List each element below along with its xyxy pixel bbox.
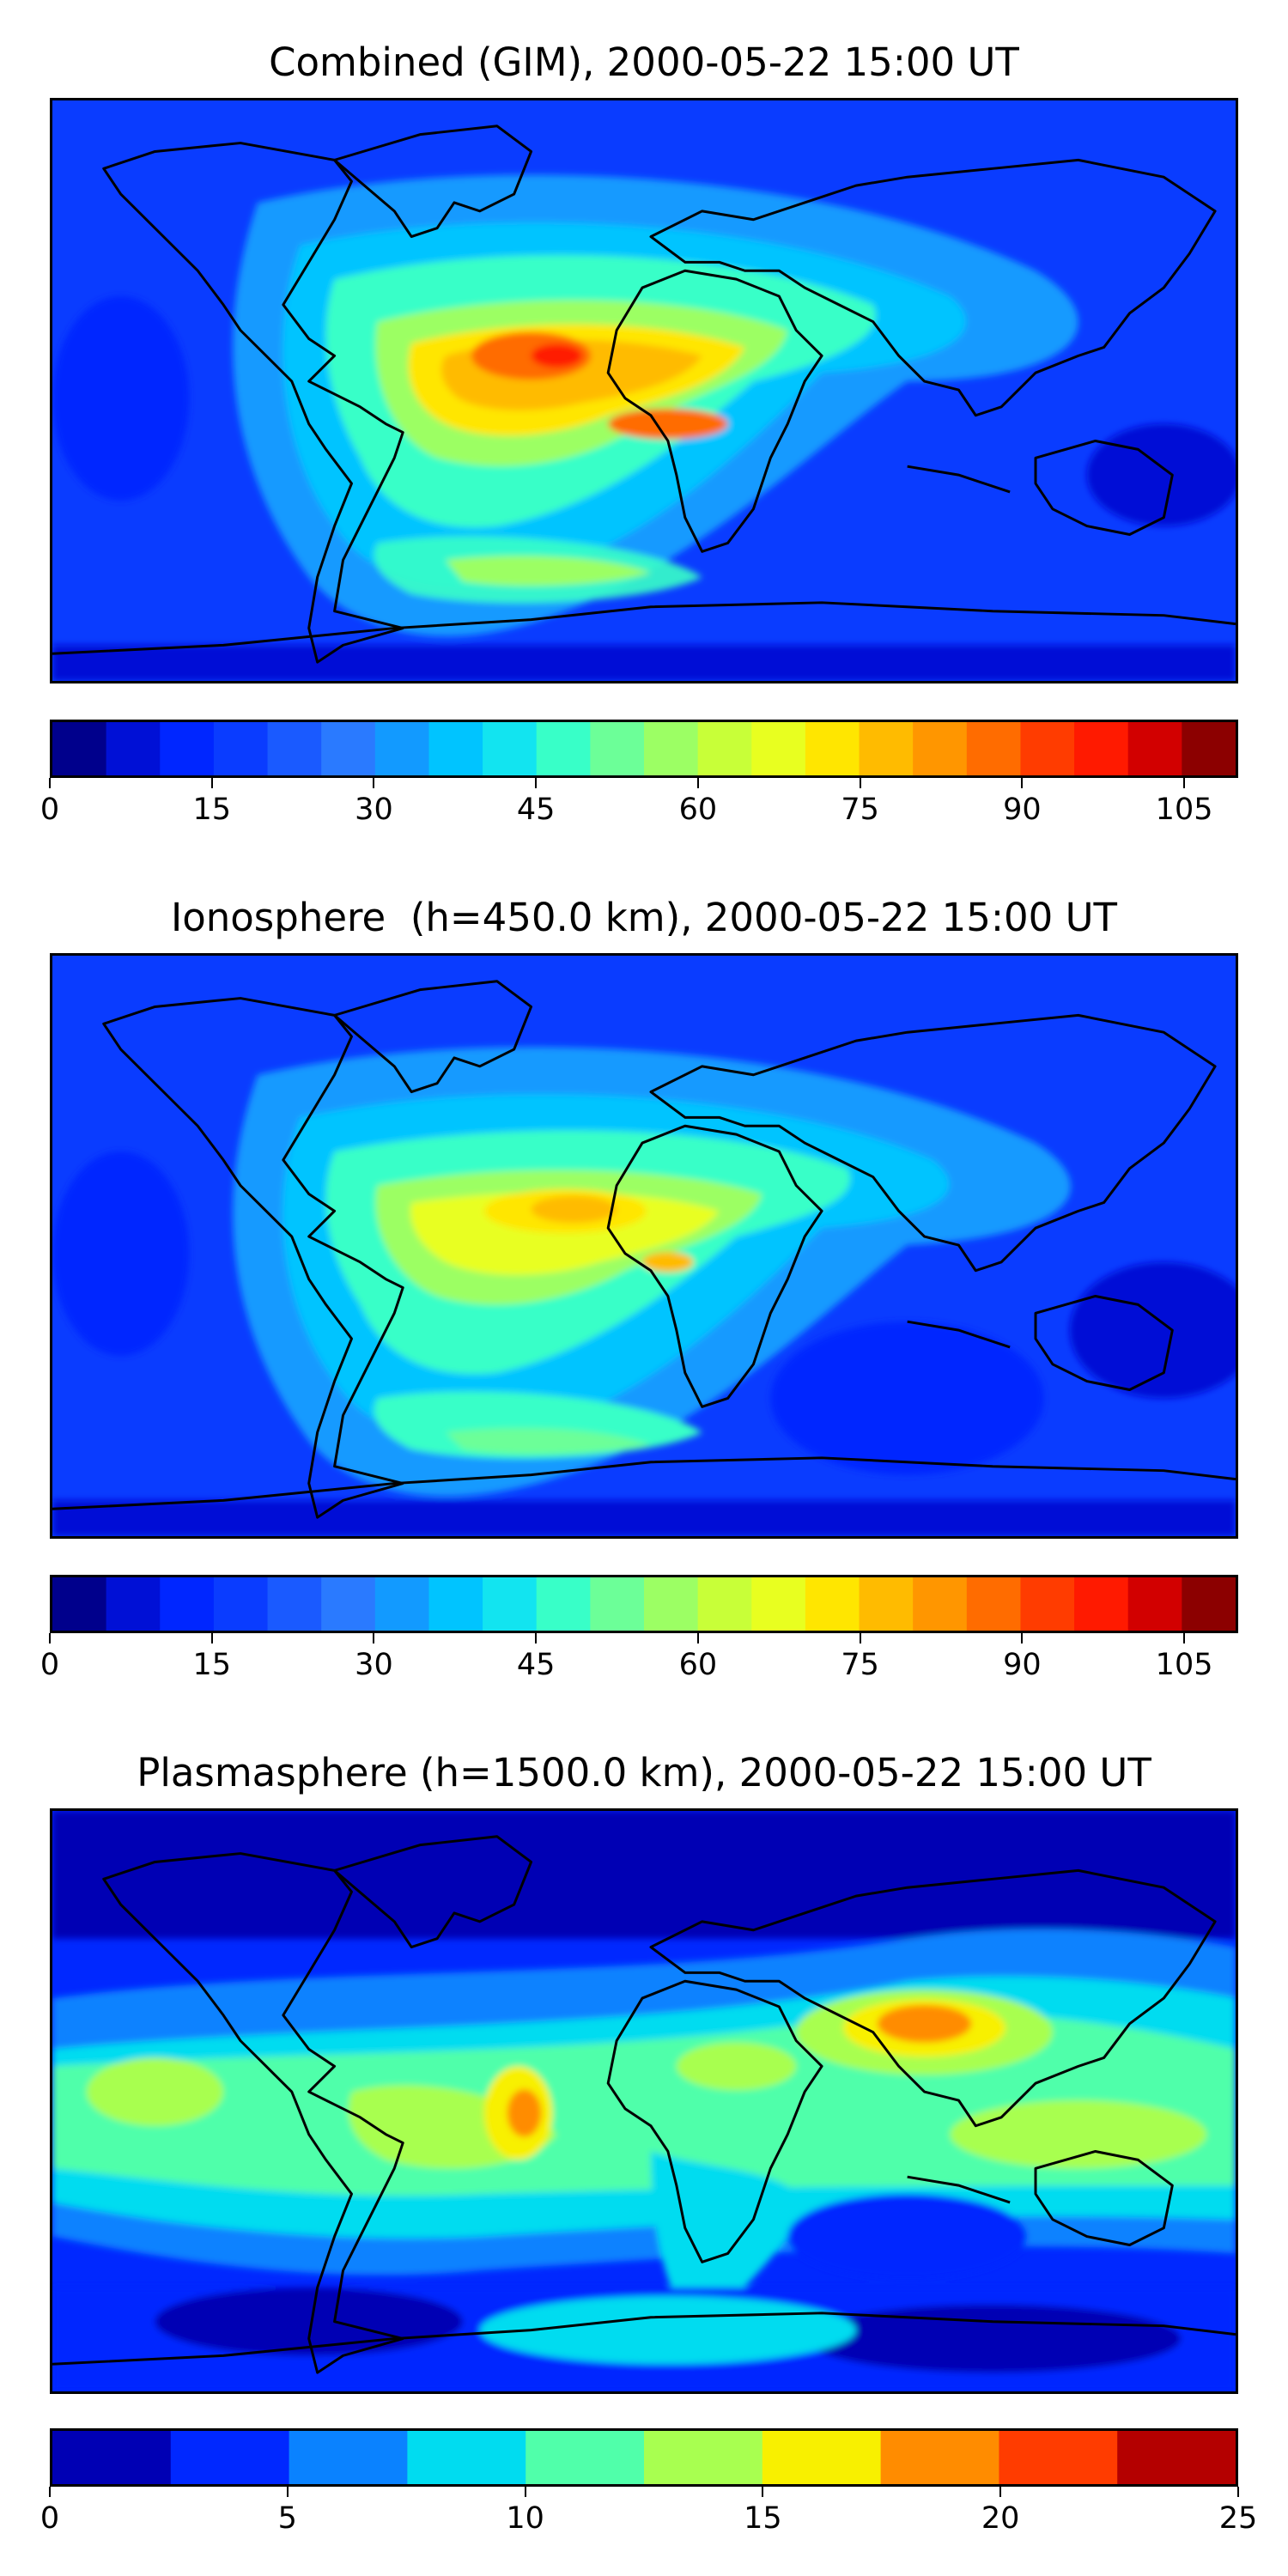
colorbar-tick-label: 10 xyxy=(474,2487,577,2534)
colorbar-tick-label: 15 xyxy=(161,1633,264,1680)
colorbar-ionosphere xyxy=(50,1575,1238,1633)
colorbar-segment xyxy=(859,1577,914,1631)
colorbar-segment xyxy=(966,722,1022,775)
colorbar-segment xyxy=(106,722,161,775)
colorbar-segment xyxy=(374,1577,430,1631)
colorbar-segment xyxy=(999,2431,1118,2484)
colorbar-tick-label: 60 xyxy=(647,778,750,825)
panel-title-combined: Combined (GIM), 2000-05-22 15:00 UT xyxy=(269,39,1019,85)
colorbar-segment xyxy=(644,1577,699,1631)
colorbar-gradient xyxy=(52,2431,1236,2484)
colorbar-segment xyxy=(52,1577,107,1631)
colorbar-tick-label: 30 xyxy=(322,778,425,825)
panel-title-plasmasphere: Plasmasphere (h=1500.0 km), 2000-05-22 1… xyxy=(137,1750,1151,1795)
colorbar-segment xyxy=(1182,1577,1236,1631)
colorbar-segment xyxy=(697,722,752,775)
tec-contour-map xyxy=(52,1811,1236,2391)
colorbar-segment xyxy=(407,2431,526,2484)
colorbar-segment xyxy=(213,722,269,775)
tec-contour-map xyxy=(52,100,1236,681)
colorbar-segment xyxy=(751,1577,806,1631)
colorbar-tick-label: 90 xyxy=(970,778,1073,825)
colorbar-segment xyxy=(644,2431,763,2484)
colorbar-segment xyxy=(697,1577,752,1631)
colorbar-segment xyxy=(1020,1577,1075,1631)
colorbar-gradient xyxy=(52,1577,1236,1631)
colorbar-segment xyxy=(1074,722,1129,775)
colorbar-segment xyxy=(321,722,376,775)
colorbar-segment xyxy=(751,722,806,775)
colorbar-tick-label: 5 xyxy=(236,2487,339,2534)
colorbar-segment xyxy=(321,1577,376,1631)
colorbar-tick-label: 30 xyxy=(322,1633,425,1680)
colorbar-segment xyxy=(966,1577,1022,1631)
colorbar-tick-label: 20 xyxy=(949,2487,1052,2534)
colorbar-tick-label: 105 xyxy=(1133,1633,1236,1680)
colorbar-tick-label: 0 xyxy=(0,1633,101,1680)
colorbar-segment xyxy=(106,1577,161,1631)
colorbar-tick-label: 45 xyxy=(484,1633,587,1680)
colorbar-segment xyxy=(160,722,215,775)
colorbar-combined xyxy=(50,720,1238,778)
colorbar-segment xyxy=(644,722,699,775)
colorbar-tick-label: 25 xyxy=(1187,2487,1288,2534)
colorbar-segment xyxy=(1117,2431,1236,2484)
colorbar-segment xyxy=(1074,1577,1129,1631)
colorbar-tick-label: 15 xyxy=(161,778,264,825)
colorbar-tick-label: 45 xyxy=(484,778,587,825)
panel-title-ionosphere: Ionosphere (h=450.0 km), 2000-05-22 15:0… xyxy=(170,895,1118,940)
map-plasmasphere xyxy=(50,1808,1238,2394)
colorbar-segment xyxy=(428,722,483,775)
colorbar-segment xyxy=(590,1577,645,1631)
colorbar-tick-label: 60 xyxy=(647,1633,750,1680)
colorbar-segment xyxy=(913,1577,968,1631)
colorbar-segment xyxy=(374,722,430,775)
colorbar-segment xyxy=(1127,1577,1182,1631)
colorbar-tick-label: 0 xyxy=(0,778,101,825)
colorbar-segment xyxy=(428,1577,483,1631)
colorbar-segment xyxy=(289,2431,408,2484)
colorbar-gradient xyxy=(52,722,1236,775)
tec-contour-map xyxy=(52,956,1236,1536)
colorbar-segment xyxy=(805,1577,860,1631)
colorbar-tick-label: 15 xyxy=(711,2487,814,2534)
colorbar-segment xyxy=(483,722,538,775)
colorbar-segment xyxy=(213,1577,269,1631)
colorbar-tick-label: 90 xyxy=(970,1633,1073,1680)
colorbar-tick-label: 105 xyxy=(1133,778,1236,825)
colorbar-segment xyxy=(483,1577,538,1631)
colorbar-plasmasphere xyxy=(50,2428,1238,2487)
colorbar-tick-label: 75 xyxy=(809,1633,912,1680)
colorbar-segment xyxy=(1127,722,1182,775)
colorbar-segment xyxy=(880,2431,999,2484)
colorbar-tick-label: 0 xyxy=(0,2487,101,2534)
colorbar-segment xyxy=(590,722,645,775)
colorbar-segment xyxy=(170,2431,290,2484)
colorbar-tick-label: 75 xyxy=(809,778,912,825)
colorbar-segment xyxy=(526,2431,645,2484)
colorbar-segment xyxy=(913,722,968,775)
map-ionosphere xyxy=(50,953,1238,1539)
colorbar-segment xyxy=(859,722,914,775)
colorbar-segment xyxy=(160,1577,215,1631)
colorbar-segment xyxy=(267,722,322,775)
colorbar-segment xyxy=(762,2431,882,2484)
colorbar-segment xyxy=(1020,722,1075,775)
colorbar-segment xyxy=(267,1577,322,1631)
colorbar-segment xyxy=(536,1577,591,1631)
colorbar-segment xyxy=(52,2431,172,2484)
colorbar-segment xyxy=(536,722,591,775)
colorbar-segment xyxy=(1182,722,1236,775)
map-combined-gim xyxy=(50,98,1238,683)
colorbar-segment xyxy=(52,722,107,775)
colorbar-segment xyxy=(805,722,860,775)
